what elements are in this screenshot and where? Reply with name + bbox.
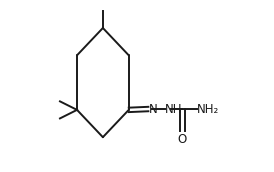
Text: N: N	[149, 103, 158, 116]
Text: NH₂: NH₂	[197, 103, 219, 116]
Text: NH: NH	[165, 103, 183, 116]
Text: O: O	[178, 133, 187, 146]
